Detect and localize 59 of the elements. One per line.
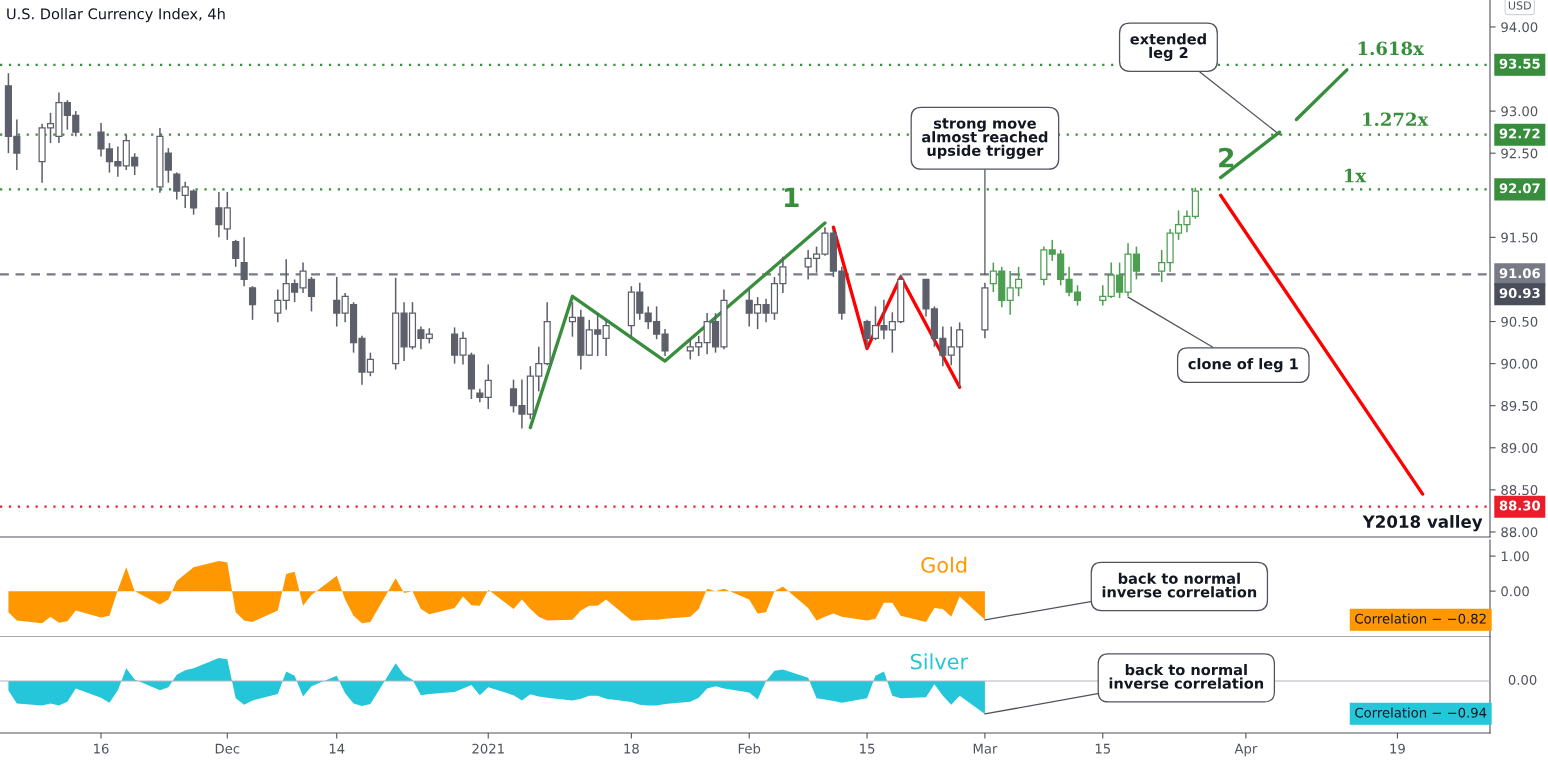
- annotation: Correlation − −0.94: [1355, 707, 1487, 718]
- y-tick-label: 90.50: [1501, 316, 1538, 327]
- y-tick-label: 92.50: [1501, 148, 1538, 159]
- candlestick: [248, 285, 257, 321]
- candlestick: [215, 191, 223, 239]
- x-tick-label: 18: [624, 743, 639, 754]
- candlestick: [223, 191, 231, 241]
- ref-line-label: 92.72: [1499, 128, 1540, 139]
- annotation: clone of leg 1: [1188, 358, 1298, 373]
- x-tick-label: 16: [94, 743, 109, 754]
- y-tick-label: 93.00: [1501, 106, 1538, 117]
- candlestick: [173, 171, 181, 201]
- candlestick: [484, 363, 492, 410]
- x-tick-label: 14: [329, 743, 345, 754]
- y-tick-label: 90.00: [1501, 358, 1538, 369]
- ref-line-label: 88.30: [1499, 500, 1541, 511]
- text: 90.93: [1499, 288, 1540, 299]
- y-tick-label: 0.00: [1501, 586, 1529, 597]
- candlestick: [602, 319, 610, 357]
- annotation: back to normal inverse correlation: [1102, 572, 1257, 598]
- x-tick-label: 15: [860, 743, 875, 754]
- x-tick-label: Apr: [1234, 743, 1258, 757]
- y-axis-title: USD: [1508, 1, 1531, 10]
- y-tick-label: 91.50: [1501, 232, 1538, 243]
- x-tick-label: Feb: [738, 743, 761, 754]
- text: U.S. Dollar Currency Index, 4h: [7, 8, 225, 23]
- y-tick-label: 89.00: [1501, 443, 1538, 453]
- x-tick-label: 19: [1390, 743, 1405, 754]
- candlestick: [274, 288, 282, 324]
- ref-line-label: 91.06: [1499, 268, 1540, 279]
- y-tick-label: 94.00: [1501, 22, 1538, 33]
- series-label: Gold: [921, 556, 967, 573]
- y-tick-label: 1.00: [1501, 551, 1529, 562]
- candlestick: [333, 276, 341, 328]
- annotation: 1x: [1344, 168, 1367, 183]
- ref-line-label: 93.55: [1499, 58, 1540, 69]
- annotation: Y2018 valley: [1362, 515, 1483, 532]
- annotation: 1: [784, 187, 799, 208]
- x-tick-label: 2021: [472, 743, 504, 754]
- ref-line-label: 92.07: [1499, 183, 1540, 194]
- x-tick-label: Mar: [973, 743, 998, 754]
- candlestick: [1099, 284, 1107, 307]
- x-tick-label: Dec: [215, 743, 240, 754]
- candlestick: [240, 236, 248, 287]
- series-label: Silver: [910, 653, 969, 670]
- line-series: [528, 221, 827, 430]
- annotation: Correlation − −0.82: [1355, 613, 1486, 624]
- annotation: strong move almost reached upside trigger: [922, 118, 1048, 159]
- annotation: 1.272x: [1363, 112, 1429, 127]
- y-tick-label: 88.00: [1501, 527, 1538, 538]
- annotation: 2: [1219, 147, 1234, 168]
- y-tick-label: 89.50: [1501, 400, 1538, 411]
- annotation: 1.618x: [1358, 41, 1424, 56]
- x-tick-label: 15: [1095, 743, 1111, 754]
- annotation: back to normal inverse correlation: [1109, 663, 1264, 689]
- annotation: extended leg 2: [1130, 33, 1206, 62]
- y-tick-label: 88.50: [1501, 485, 1538, 496]
- candlestick: [1158, 249, 1166, 283]
- candlestick: [232, 239, 240, 268]
